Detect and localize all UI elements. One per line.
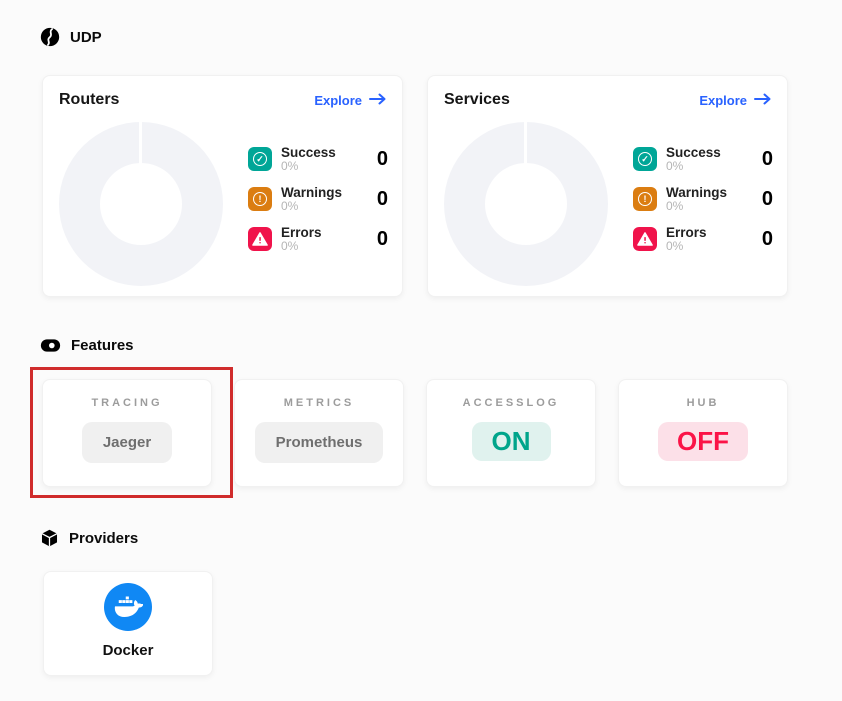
arrow-right-icon [369,93,386,108]
routers-errors-row: Errors 0% 0 [248,224,388,254]
feature-label: HUB [686,397,720,409]
routers-donut-chart [59,122,223,286]
warning-icon: ! [248,187,272,211]
routers-card: Routers Explore ✓ Success 0% 0 ! Warning… [42,75,403,297]
feature-label: METRICS [283,397,355,409]
explore-label: Explore [314,92,362,108]
feature-label: TRACING [91,397,163,409]
services-card: Services Explore ✓ Success 0% 0 ! Warnin… [427,75,788,297]
section-title: UDP [70,28,102,46]
section-header-udp: UDP [40,27,102,47]
routers-explore-link[interactable]: Explore [314,93,386,108]
stat-percent: 0% [666,199,684,214]
cube-icon [40,528,59,548]
stat-value: 0 [376,227,388,250]
stat-percent: 0% [666,239,684,254]
feature-card-metrics: METRICS Prometheus [234,379,404,487]
stat-percent: 0% [666,159,684,174]
stat-value: 0 [761,227,773,250]
accesslog-status-chip: ON [471,422,551,461]
error-icon [633,227,657,251]
stat-percent: 0% [281,239,299,254]
stat-value: 0 [761,187,773,210]
stat-label: Warnings [666,184,728,200]
arrow-right-icon [754,93,771,108]
services-errors-row: Errors 0% 0 [633,224,773,254]
routers-success-row: ✓ Success 0% 0 [248,144,388,174]
stat-value: 0 [761,147,773,170]
services-card-title: Services [444,91,510,108]
success-icon: ✓ [248,147,272,171]
stat-label: Errors [666,224,707,240]
services-donut-chart [444,122,608,286]
feature-card-hub: HUB OFF [618,379,788,487]
docker-icon [104,583,152,631]
feature-card-accesslog: ACCESSLOG ON [426,379,596,487]
section-header-features: Features [40,337,134,354]
stat-value: 0 [376,187,388,210]
provider-card-docker: Docker [43,571,213,676]
services-success-row: ✓ Success 0% 0 [633,144,773,174]
toggle-icon [40,338,61,353]
success-icon: ✓ [633,147,657,171]
explore-label: Explore [699,92,747,108]
stat-label: Warnings [281,184,343,200]
feature-label: ACCESSLOG [462,397,560,409]
section-title: Features [71,337,134,354]
section-title: Providers [69,529,139,547]
globe-icon [40,27,60,47]
stat-label: Success [281,144,336,160]
error-icon [248,227,272,251]
stat-value: 0 [376,147,388,170]
section-header-providers: Providers [40,528,138,548]
routers-warnings-row: ! Warnings 0% 0 [248,184,388,214]
hub-status-chip: OFF [658,422,748,461]
feature-card-tracing: TRACING Jaeger [42,379,212,487]
routers-card-title: Routers [59,91,120,108]
stat-percent: 0% [281,199,299,214]
services-explore-link[interactable]: Explore [699,93,771,108]
services-warnings-row: ! Warnings 0% 0 [633,184,773,214]
stat-label: Errors [281,224,322,240]
warning-icon: ! [633,187,657,211]
metrics-value-chip: Prometheus [254,422,384,463]
stat-percent: 0% [281,159,299,174]
tracing-value-chip: Jaeger [81,422,173,463]
provider-name: Docker [102,642,154,659]
stat-label: Success [666,144,721,160]
